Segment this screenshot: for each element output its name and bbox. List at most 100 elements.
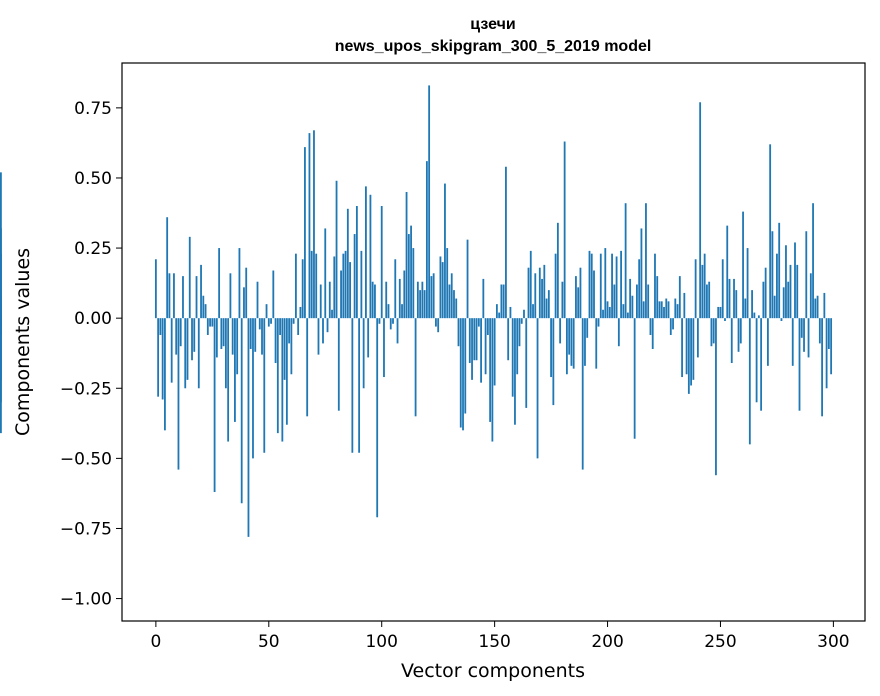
bar <box>672 318 674 330</box>
bar <box>227 318 230 442</box>
bar <box>676 304 679 319</box>
bar <box>243 287 245 319</box>
bar <box>565 318 568 375</box>
bar <box>473 318 476 361</box>
bar <box>432 273 435 319</box>
bar <box>421 281 424 319</box>
bar <box>561 281 564 319</box>
bar <box>238 248 241 319</box>
bar <box>554 253 557 319</box>
bar <box>581 318 584 470</box>
bar <box>556 222 559 319</box>
bar <box>324 228 327 319</box>
bar <box>224 318 227 389</box>
bar <box>292 318 295 324</box>
bar <box>240 318 243 504</box>
y-tick-label: 0.25 <box>74 239 112 259</box>
bar <box>823 292 826 319</box>
bar <box>374 284 376 319</box>
bar <box>654 253 656 319</box>
bar <box>538 267 541 319</box>
bar <box>444 183 446 319</box>
bar <box>360 250 363 319</box>
bar <box>220 318 223 350</box>
bar <box>267 318 270 327</box>
bar <box>387 304 390 319</box>
bar <box>482 278 485 319</box>
bar <box>498 312 501 319</box>
bar <box>256 281 259 319</box>
bar <box>505 166 507 319</box>
bar <box>209 318 211 327</box>
bar <box>746 248 749 319</box>
bar <box>197 318 200 389</box>
bar <box>622 304 625 319</box>
bar <box>154 259 157 319</box>
bar <box>410 225 412 319</box>
bar <box>525 318 528 408</box>
bar <box>326 318 329 333</box>
bar <box>514 318 516 425</box>
bar <box>543 264 546 319</box>
bar <box>735 290 738 319</box>
bar <box>211 318 214 327</box>
bar <box>310 250 313 319</box>
bar <box>383 318 385 378</box>
bar <box>830 318 833 375</box>
bar <box>297 318 300 335</box>
bar <box>527 267 530 319</box>
bar <box>299 306 302 319</box>
x-tick-label: 150 <box>478 632 510 652</box>
bar <box>396 318 399 344</box>
bar <box>430 276 433 319</box>
bar <box>552 318 555 406</box>
bar <box>462 318 464 431</box>
bar <box>739 318 742 344</box>
bar <box>669 318 672 335</box>
bar <box>428 85 431 319</box>
bar <box>392 318 394 324</box>
bar <box>617 318 620 347</box>
bar <box>191 318 193 361</box>
bar <box>789 264 792 319</box>
bar <box>715 318 717 476</box>
bar <box>776 253 778 319</box>
bar <box>272 270 275 319</box>
bar <box>380 206 383 319</box>
bar <box>730 318 733 364</box>
bar <box>550 318 552 378</box>
bar <box>249 318 252 350</box>
bar <box>466 239 469 319</box>
bar <box>265 304 268 319</box>
bar <box>708 281 711 319</box>
bar <box>378 318 381 324</box>
bar <box>459 318 462 428</box>
bar <box>678 276 681 319</box>
bar <box>608 306 611 319</box>
bar <box>577 287 580 319</box>
bar <box>534 273 537 319</box>
bar <box>796 264 799 319</box>
bar <box>376 318 379 518</box>
bar <box>647 284 650 319</box>
bar <box>595 318 598 369</box>
bar <box>597 318 600 327</box>
bar <box>726 225 729 319</box>
bar <box>785 245 787 319</box>
bar <box>602 309 604 319</box>
bar <box>437 318 440 333</box>
bar <box>717 306 720 319</box>
bar <box>667 301 670 319</box>
bar <box>744 298 747 319</box>
bar <box>665 298 668 319</box>
bar <box>346 208 349 319</box>
bar <box>261 318 263 355</box>
bar <box>258 318 261 330</box>
bar <box>529 250 532 319</box>
bar <box>547 290 550 319</box>
bar <box>247 318 250 537</box>
bar <box>179 318 182 347</box>
bar <box>175 318 178 355</box>
y-tick-label: 0.75 <box>74 99 112 119</box>
x-axis-label: Vector components <box>401 660 585 682</box>
